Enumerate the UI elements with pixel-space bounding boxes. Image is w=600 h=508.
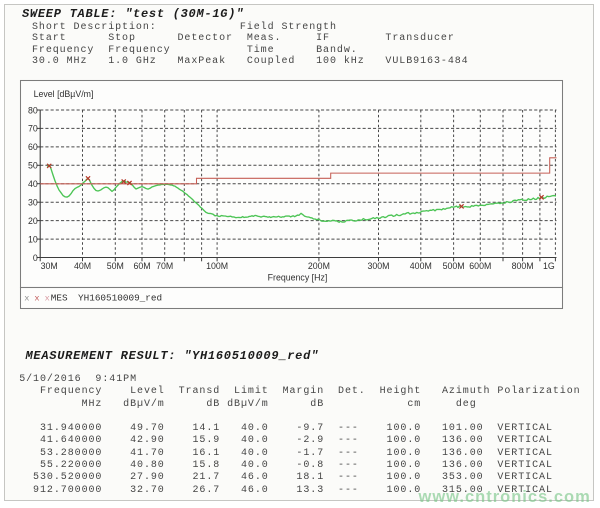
svg-text:50M: 50M (107, 261, 124, 271)
svg-text:70: 70 (28, 124, 38, 134)
svg-text:300M: 300M (367, 261, 389, 271)
svg-text:xxx: xxx (24, 293, 50, 303)
svg-text:10: 10 (28, 234, 38, 244)
svg-text:200M: 200M (308, 261, 330, 271)
svg-text:500M: 500M (443, 261, 465, 271)
svg-text:800M: 800M (512, 261, 534, 271)
svg-text:60M: 60M (133, 261, 150, 271)
svg-text:40: 40 (28, 179, 38, 189)
svg-text:0: 0 (33, 253, 38, 263)
svg-text:70M: 70M (156, 261, 173, 271)
svg-text:30M: 30M (41, 261, 58, 271)
svg-text:Level [dBµV/m]: Level [dBµV/m] (34, 89, 94, 99)
svg-text:20: 20 (28, 216, 38, 226)
svg-text:400M: 400M (410, 261, 432, 271)
svg-text:40M: 40M (74, 261, 91, 271)
svg-text:50: 50 (28, 161, 38, 171)
svg-text:Frequency [Hz]: Frequency [Hz] (268, 272, 328, 282)
svg-text:30: 30 (28, 198, 38, 208)
svg-text:600M: 600M (469, 261, 491, 271)
svg-text:100M: 100M (206, 261, 228, 271)
svg-text:60: 60 (28, 142, 38, 152)
svg-text:1G: 1G (543, 261, 555, 271)
svg-text:80: 80 (28, 105, 38, 115)
